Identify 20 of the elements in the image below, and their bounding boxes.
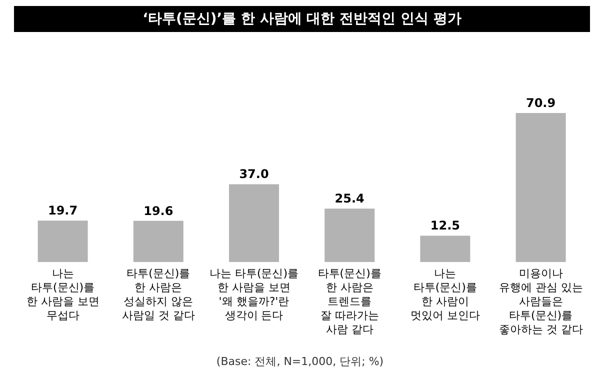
text: (Base: 전체, N=1,000, 단위; %) [215, 354, 385, 369]
data-label: 70.9 [526, 96, 556, 110]
x-tick-label: 나는 타투(문신)를 한 사람을 보면 '왜 했을까?'란 생각이 든다 [208, 267, 300, 323]
x-tick-label: 나는 타투(문신)를 한 사람을 보면 무섭다 [25, 267, 100, 323]
data-label: 12.5 [430, 218, 460, 233]
chart-title: ‘타투(문신)’를 한 사람에 대한 전반적인 인식 평가 [14, 6, 590, 32]
data-label: 19.7 [48, 204, 78, 218]
bar [324, 208, 375, 262]
data-label: 37.0 [239, 167, 269, 182]
bar [133, 220, 184, 262]
x-tick-label: 타투(문신)를 한 사람은 성실하지 않은 사람일 것 같다 [122, 267, 195, 322]
data-label: 25.4 [334, 192, 364, 206]
x-tick-label: 나는 타투(문신)를 한 사람이 멋있어 보인다 [410, 267, 480, 322]
bar [516, 113, 566, 262]
bar [38, 220, 88, 262]
data-label: 19.6 [144, 204, 174, 218]
bar [229, 184, 279, 262]
x-tick-label: 미용이나 유행에 관심 있는 사람들은 타투(문신)를 좋아하는 것 같다 [498, 267, 584, 337]
x-tick-label: 타투(문신)를 한 사람은 트렌드를 잘 따라가는 사람 같다 [318, 267, 382, 336]
bar [420, 236, 470, 262]
